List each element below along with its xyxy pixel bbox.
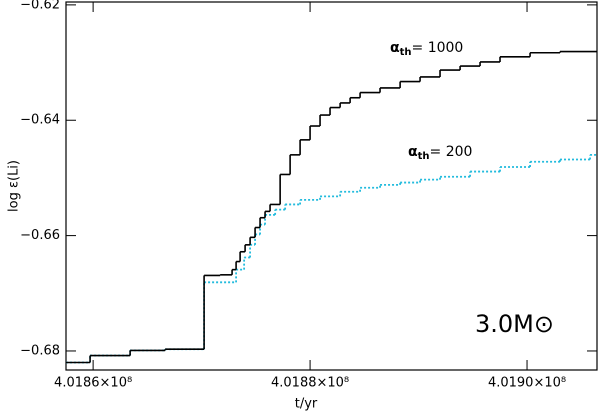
plot-frame [65, 1, 598, 371]
x-axis-label: t/yr [295, 397, 318, 412]
x-tick-label: 4.0190×10⁸ [488, 376, 566, 391]
y-tick-label: −0.66 [20, 228, 60, 243]
x-tick-label: 4.0188×10⁸ [271, 376, 349, 391]
annotation-text: = 200 [430, 144, 473, 160]
y-tick-label: −0.62 [20, 0, 60, 12]
y-tick-label: −0.64 [20, 113, 60, 128]
annotation-symbol: α [408, 144, 418, 160]
y-axis-label: log ε(Li) [7, 160, 22, 212]
annotation-symbol: α [390, 40, 400, 56]
annotation-subscript: th [418, 151, 430, 162]
y-tick-label: −0.68 [20, 343, 60, 358]
annotation-1000: αth= 1000 [390, 40, 463, 58]
annotation-text: = 1000 [412, 40, 464, 56]
mass-label: 3.0M⊙ [475, 310, 554, 338]
annotation-200: αth= 200 [408, 144, 472, 162]
x-tick-label: 4.0186×10⁸ [54, 376, 132, 391]
annotation-subscript: th [400, 47, 412, 58]
